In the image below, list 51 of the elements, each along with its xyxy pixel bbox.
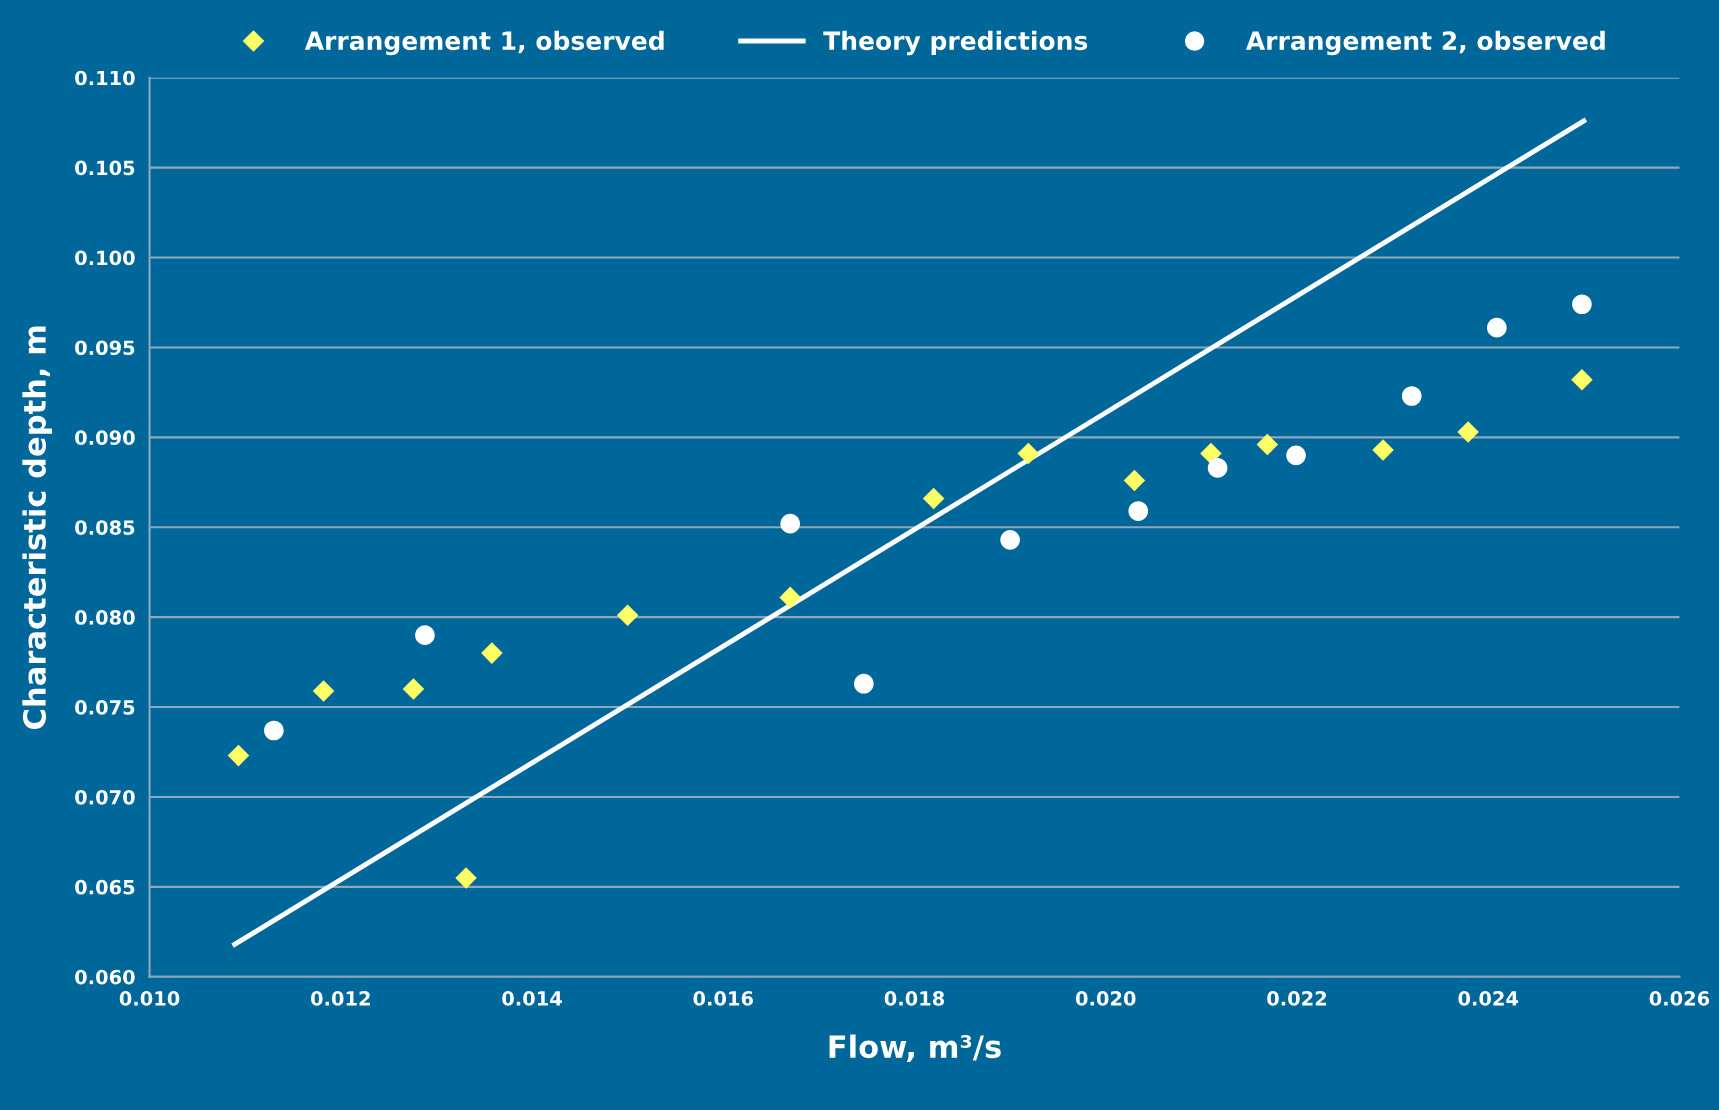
- point: [1457, 421, 1479, 443]
- y-tick-label: 0.080: [75, 610, 135, 625]
- point: [922, 487, 945, 510]
- x-tick-label: 0.012: [310, 991, 370, 1006]
- x-tick-label: 0.016: [693, 991, 753, 1006]
- point: [455, 867, 477, 889]
- y-tick-label: 0.095: [75, 340, 135, 356]
- point: [1401, 386, 1422, 406]
- legend-label: Theory predictions: [823, 30, 1088, 56]
- point: [1200, 442, 1222, 465]
- point: [481, 642, 503, 664]
- point: [779, 586, 801, 609]
- x-axis-title: Flow, m³/s: [829, 1034, 1001, 1063]
- point: [227, 744, 250, 767]
- y-tick-label: 0.110: [75, 70, 135, 86]
- x-tick-label: 0.022: [1267, 991, 1327, 1006]
- y-tick-label: 0.100: [75, 250, 135, 266]
- legend-label: Arrangement 1, observed: [304, 30, 664, 56]
- point: [1123, 469, 1146, 492]
- x-tick-label: 0.010: [119, 991, 180, 1006]
- point: [415, 625, 435, 645]
- point: [1286, 445, 1306, 466]
- y-axis-title: Characteristic depth, m: [22, 326, 52, 729]
- point: [1017, 442, 1040, 465]
- y-tick-label: 0.060: [75, 969, 135, 985]
- point: [780, 513, 801, 534]
- x-tick-label: 0.026: [1649, 991, 1710, 1006]
- point: [1487, 317, 1507, 338]
- point: [402, 678, 425, 700]
- y-tick-label: 0.085: [75, 520, 135, 535]
- y-tick-label: 0.075: [75, 700, 135, 715]
- point: [1572, 294, 1592, 315]
- x-tick-label: 0.024: [1458, 991, 1519, 1006]
- point: [264, 720, 284, 741]
- legend-label: Arrangement 2, observed: [1245, 30, 1605, 56]
- x-tick-label: 0.020: [1075, 991, 1136, 1006]
- x-tick-label: 0.014: [502, 991, 562, 1006]
- point: [616, 604, 639, 627]
- point: [1571, 369, 1593, 391]
- point: [1128, 501, 1149, 521]
- point: [854, 673, 874, 694]
- x-tick-label: 0.018: [884, 991, 945, 1006]
- point: [312, 680, 335, 702]
- point: [1000, 530, 1020, 550]
- point: [1372, 439, 1394, 461]
- point: [1207, 458, 1228, 478]
- y-tick-label: 0.090: [75, 430, 135, 445]
- y-tick-label: 0.070: [75, 789, 135, 805]
- y-tick-label: 0.065: [75, 879, 135, 895]
- y-tick-label: 0.105: [75, 160, 135, 176]
- point: [1256, 433, 1279, 456]
